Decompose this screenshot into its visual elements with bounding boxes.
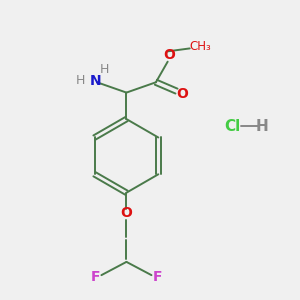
Text: O: O xyxy=(121,206,132,220)
Text: H: H xyxy=(76,74,86,87)
Text: O: O xyxy=(176,87,188,101)
Text: O: O xyxy=(163,48,175,62)
Text: CH₃: CH₃ xyxy=(189,40,211,52)
Text: F: F xyxy=(91,271,100,284)
Text: N: N xyxy=(90,74,101,88)
Text: F: F xyxy=(153,271,162,284)
Text: Cl: Cl xyxy=(224,119,241,134)
Text: H: H xyxy=(256,119,268,134)
Text: H: H xyxy=(100,62,109,76)
